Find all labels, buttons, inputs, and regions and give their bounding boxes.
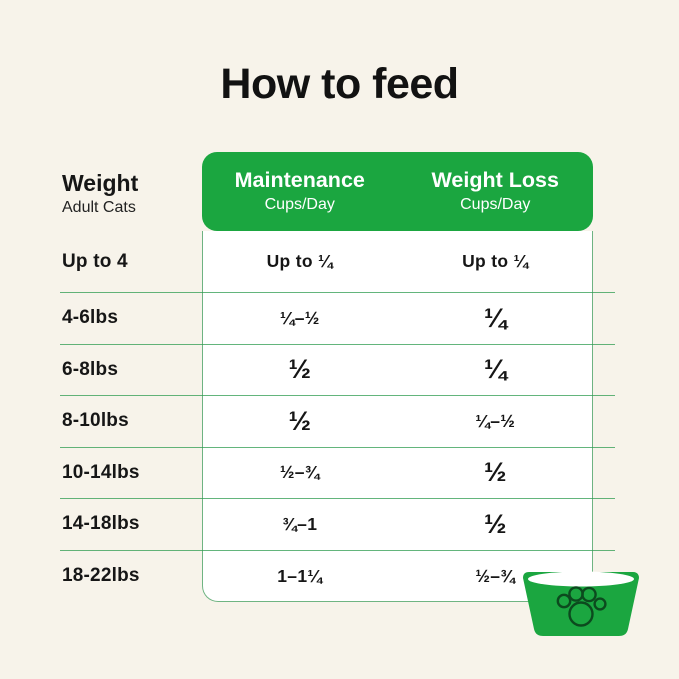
maintenance-value: ½ (288, 354, 312, 385)
maintenance-value: ¼–½ (279, 307, 320, 328)
row-weight-label: 6-8lbs (62, 358, 119, 380)
weight-loss-value: Up to ¼ (462, 251, 529, 271)
weight-loss-value: ½ (483, 457, 507, 488)
row-weight-label: Up to 4 (62, 250, 128, 272)
pet-bowl-icon (523, 571, 639, 636)
weight-header-sublabel: Adult Cats (62, 199, 136, 217)
table-row: Up to 4 Up to ¼ Up to ¼ (60, 231, 615, 293)
maintenance-value: 1–1¼ (277, 565, 323, 586)
feeding-table-rows: Up to 4 Up to ¼ Up to ¼ 4-6lbs ¼–½ ¼ 6-8… (60, 231, 615, 602)
maintenance-value: ½ (288, 405, 312, 436)
table-row: 10-14lbs ½–¾ ½ (60, 448, 615, 499)
weight-loss-value: ½–¾ (475, 565, 516, 586)
paw-print-icon (556, 586, 607, 627)
column-header-maintenance: Maintenance Cups/Day (202, 152, 398, 231)
maintenance-label: Maintenance (234, 168, 365, 193)
weight-column-header: Weight Adult Cats (62, 170, 138, 217)
row-weight-label: 8-10lbs (62, 410, 129, 432)
table-row: 4-6lbs ¼–½ ¼ (60, 293, 615, 345)
weight-loss-value: ¼ (483, 354, 507, 385)
weight-loss-value: ½ (483, 508, 507, 539)
row-weight-label: 4-6lbs (62, 307, 119, 329)
table-header: Maintenance Cups/Day Weight Loss Cups/Da… (202, 152, 593, 231)
weight-header-label: Weight (62, 170, 139, 196)
row-weight-label: 10-14lbs (62, 461, 140, 483)
weight-loss-sublabel: Cups/Day (460, 195, 531, 213)
maintenance-sublabel: Cups/Day (264, 195, 335, 213)
row-weight-label: 14-18lbs (62, 513, 140, 535)
table-row: 14-18lbs ¾–1 ½ (60, 499, 615, 551)
row-weight-label: 18-22lbs (62, 565, 140, 587)
weight-loss-value: ¼–½ (475, 410, 516, 431)
maintenance-value: Up to ¼ (266, 251, 333, 271)
weight-loss-value: ¼ (483, 302, 507, 333)
maintenance-value: ¾–1 (282, 513, 318, 534)
table-row: 6-8lbs ½ ¼ (60, 345, 615, 396)
table-row: 18-22lbs 1–1¼ ½–¾ (60, 551, 615, 603)
maintenance-value: ½–¾ (279, 462, 320, 483)
column-header-weight-loss: Weight Loss Cups/Day (398, 152, 594, 231)
page-title: How to feed (220, 60, 459, 108)
weight-loss-label: Weight Loss (431, 168, 559, 193)
table-row: 8-10lbs ½ ¼–½ (60, 396, 615, 448)
